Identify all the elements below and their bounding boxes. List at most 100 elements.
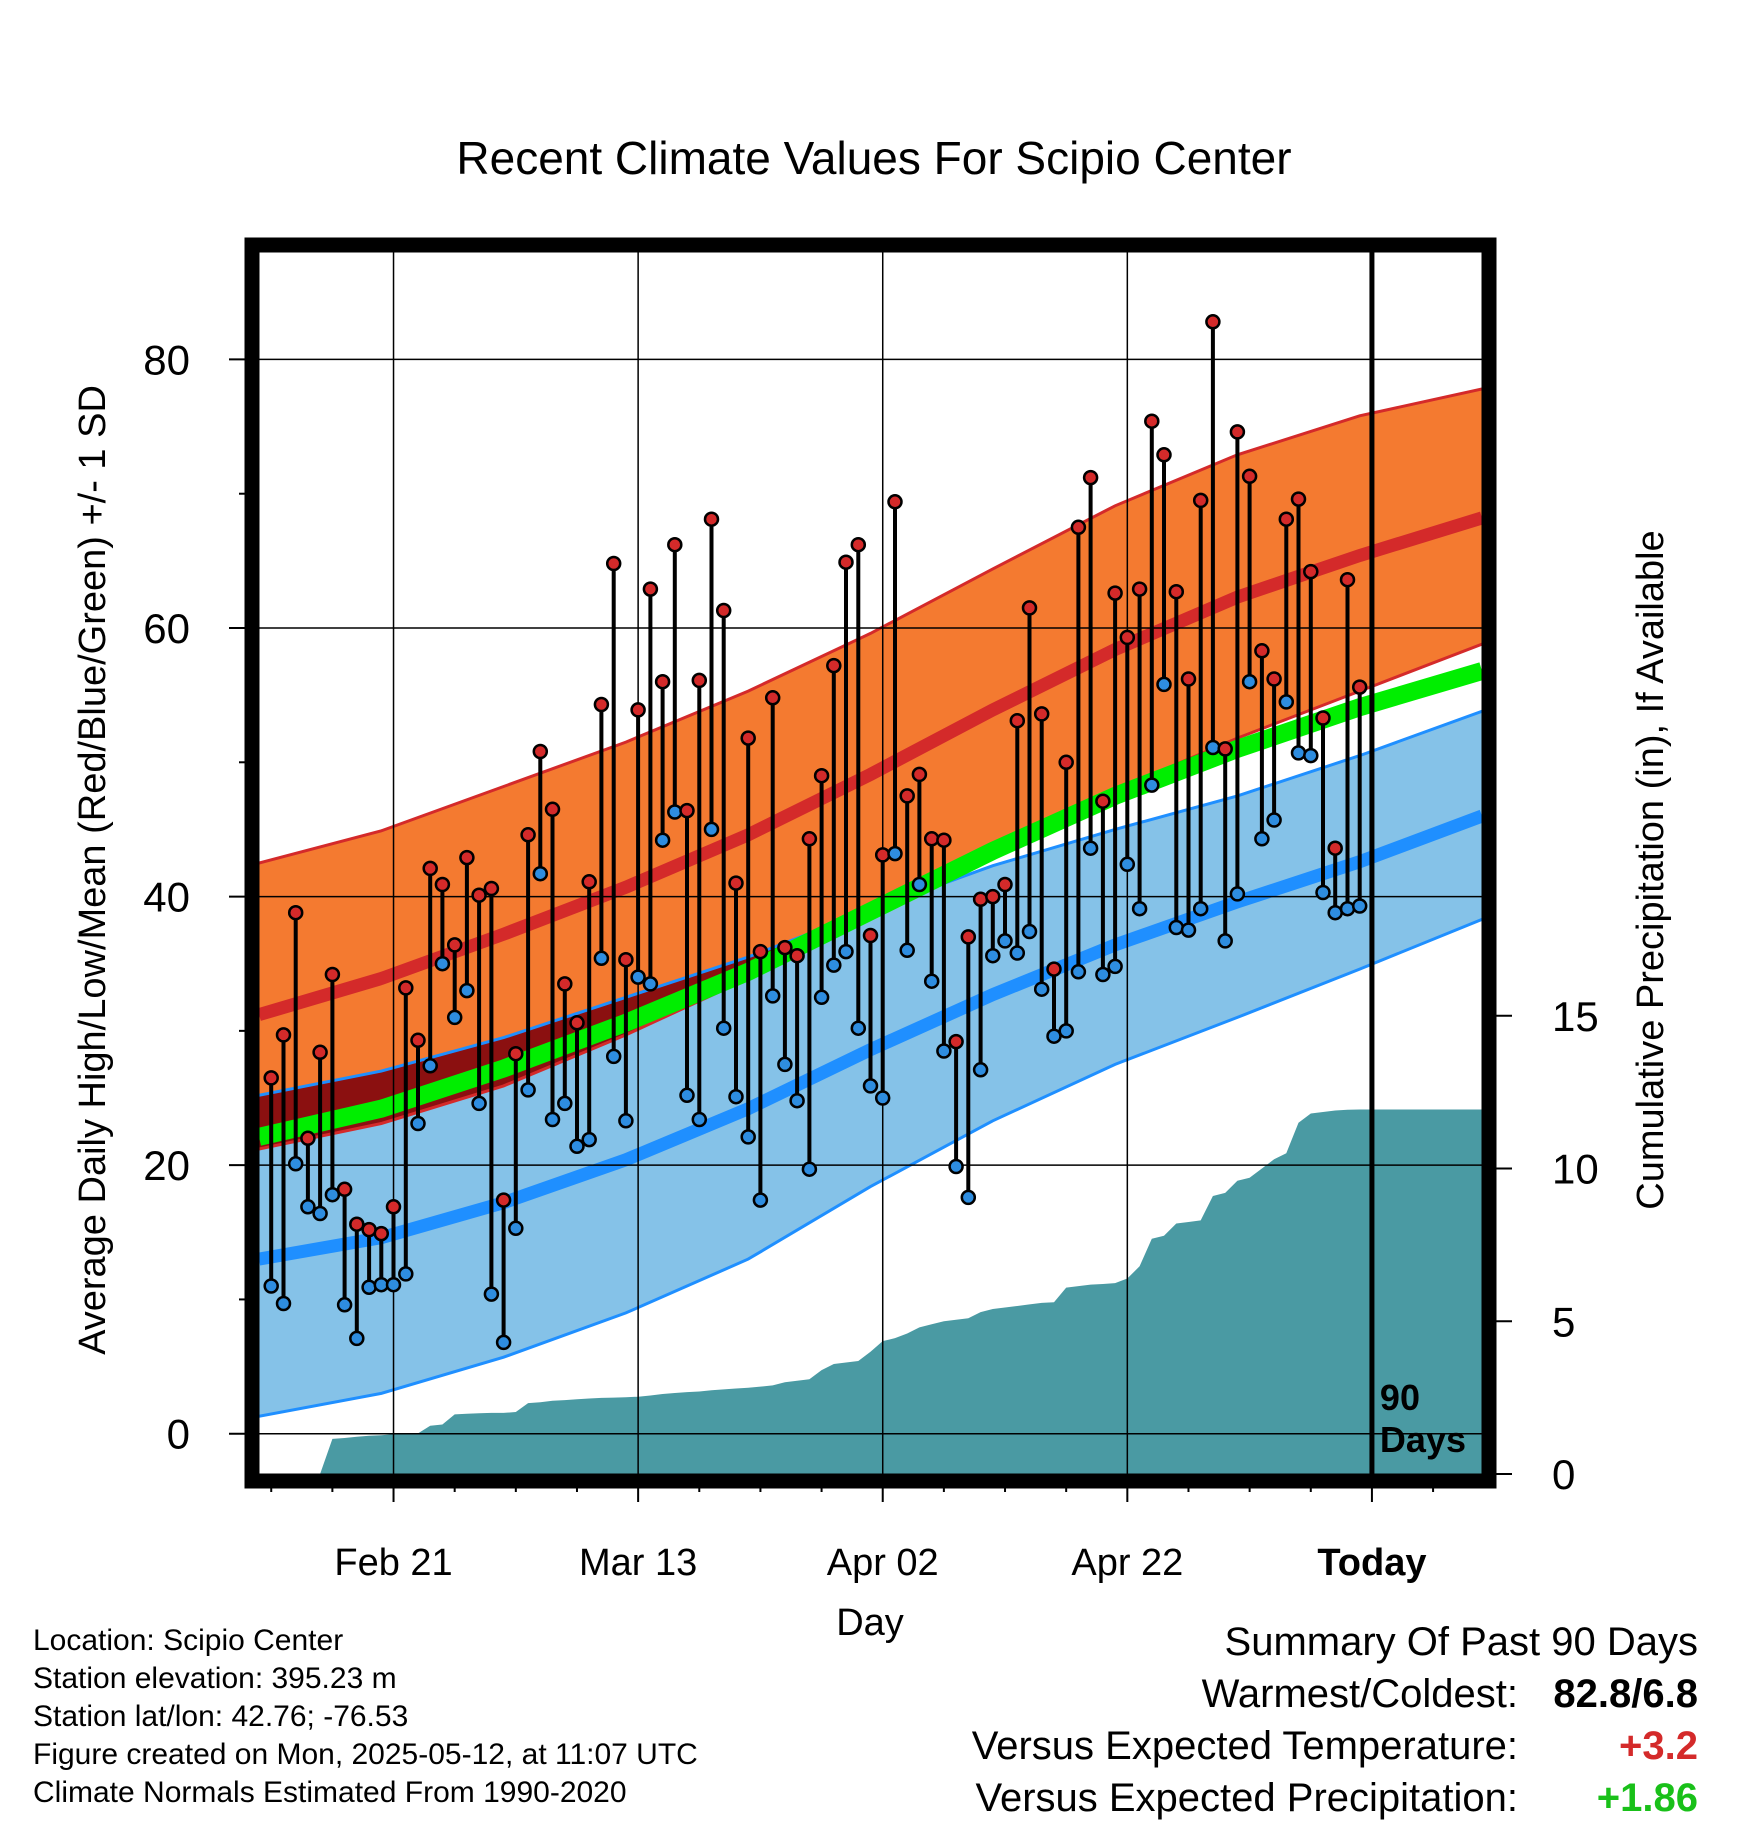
daily-low-point	[471, 1095, 487, 1112]
daily-high-point	[1058, 754, 1074, 771]
daily-high-point	[1315, 710, 1331, 726]
daily-high-point	[838, 554, 854, 570]
daily-low-point	[838, 943, 854, 960]
daily-low-point	[630, 969, 646, 985]
latlon-text: Station lat/lon: 42.76; -76.53	[33, 1700, 409, 1733]
daily-low-point	[1229, 886, 1246, 902]
precip-anomaly-value: +1.86	[1596, 1776, 1698, 1820]
daily-high-point	[777, 939, 793, 956]
daily-low-point	[862, 1078, 879, 1094]
daily-low-point	[1009, 945, 1026, 961]
daily-low-point	[593, 950, 610, 967]
daily-low-point	[495, 1334, 512, 1351]
daily-high-point	[1180, 671, 1197, 687]
daily-low-point	[1241, 673, 1258, 690]
y-tick-label: 0	[167, 1411, 190, 1458]
daily-high-point	[495, 1192, 512, 1208]
summary-precip-row: Versus Expected Precipitation: +1.86	[972, 1776, 1698, 1828]
daily-high-point	[1046, 961, 1062, 977]
daily-high-point	[446, 937, 463, 953]
daily-low-point	[1033, 981, 1050, 997]
daily-low-point	[300, 1199, 316, 1215]
daily-high-point	[948, 1033, 964, 1050]
daily-high-point	[459, 849, 475, 866]
daily-low-point	[434, 955, 451, 972]
warmest-label: Warmest/Coldest:	[1201, 1672, 1518, 1716]
temp-anomaly-label: Versus Expected Temperature:	[971, 1724, 1518, 1768]
daily-high-point	[544, 801, 561, 818]
y-tick-label: 40	[143, 874, 190, 921]
daily-low-point	[312, 1205, 328, 1222]
daily-low-point	[1156, 676, 1172, 693]
daily-low-point	[336, 1297, 353, 1313]
summary-heading: Summary Of Past 90 Days	[1224, 1620, 1698, 1664]
daily-high-point	[1107, 585, 1123, 601]
daily-low-point	[398, 1266, 414, 1282]
y-axis-label: Average Daily High/Low/Mean (Red/Blue/Gr…	[72, 385, 114, 1355]
daily-high-point	[300, 1130, 316, 1147]
daily-high-point	[569, 1015, 585, 1031]
daily-high-point	[1095, 793, 1111, 809]
created-text: Figure created on Mon, 2025-05-12, at 11…	[33, 1738, 698, 1771]
daily-high-point	[997, 876, 1013, 893]
location-text: Location: Scipio Center	[33, 1624, 344, 1657]
daily-high-point	[1278, 511, 1295, 527]
daily-low-point	[581, 1131, 597, 1148]
daily-high-point	[1082, 469, 1099, 486]
daily-high-point	[911, 766, 928, 783]
daily-high-point	[1339, 571, 1356, 588]
daily-low-point	[1327, 904, 1343, 921]
daily-low-point	[263, 1278, 279, 1294]
y-tick-label: 20	[143, 1142, 190, 1189]
daily-low-point	[654, 832, 671, 848]
y-tick-label: 80	[143, 336, 190, 383]
daily-low-point	[703, 821, 720, 838]
daily-low-point	[483, 1286, 500, 1302]
daily-high-point	[557, 976, 573, 992]
daily-high-point	[312, 1044, 328, 1061]
daily-low-point	[1070, 964, 1087, 980]
daily-high-point	[1131, 581, 1148, 597]
y2-tick-label: 0	[1552, 1451, 1575, 1498]
daily-low-point	[715, 1020, 732, 1036]
daily-low-point	[801, 1161, 818, 1177]
daily-high-point	[324, 966, 341, 983]
daily-high-point	[789, 947, 805, 964]
daily-high-point	[679, 802, 695, 819]
plot-frame	[244, 237, 1497, 1489]
daily-low-point	[1107, 958, 1123, 975]
summary-panel: Summary Of Past 90 Days Warmest/Coldest:…	[972, 1620, 1698, 1828]
daily-high-point	[630, 702, 646, 718]
daily-high-point	[752, 943, 769, 960]
daily-low-point	[874, 1090, 891, 1106]
daily-low-point	[826, 957, 842, 973]
low-band-lower-edge	[259, 918, 1482, 1418]
warmest-value: 82.8/6.8	[1553, 1672, 1698, 1716]
daily-high-point	[1351, 679, 1368, 695]
daily-low-point	[1119, 856, 1136, 873]
daily-high-point	[862, 927, 879, 944]
station-info: Location: Scipio Center Station elevatio…	[33, 1622, 698, 1812]
daily-low-point	[764, 988, 781, 1004]
daily-high-point	[801, 831, 818, 847]
daily-low-point	[997, 933, 1013, 949]
daily-low-point	[1131, 900, 1148, 917]
daily-high-point	[887, 494, 903, 510]
daily-high-point	[275, 1027, 292, 1043]
summary-temp-row: Versus Expected Temperature: +3.2	[972, 1724, 1698, 1776]
daily-low-point	[410, 1115, 426, 1132]
daily-high-point	[483, 880, 500, 897]
daily-low-point	[1351, 898, 1368, 914]
daily-high-point	[874, 847, 891, 863]
daily-high-point	[1303, 563, 1319, 580]
daily-low-point	[532, 865, 549, 882]
daily-low-point	[1315, 884, 1331, 901]
daily-high-point	[593, 696, 610, 713]
daily-low-point	[960, 1189, 977, 1206]
y2-tick-label: 5	[1552, 1298, 1575, 1345]
daily-low-point	[618, 1113, 634, 1129]
temp-anomaly-value: +3.2	[1619, 1724, 1698, 1768]
daily-low-point	[605, 1048, 622, 1065]
daily-low-point	[520, 1082, 536, 1098]
